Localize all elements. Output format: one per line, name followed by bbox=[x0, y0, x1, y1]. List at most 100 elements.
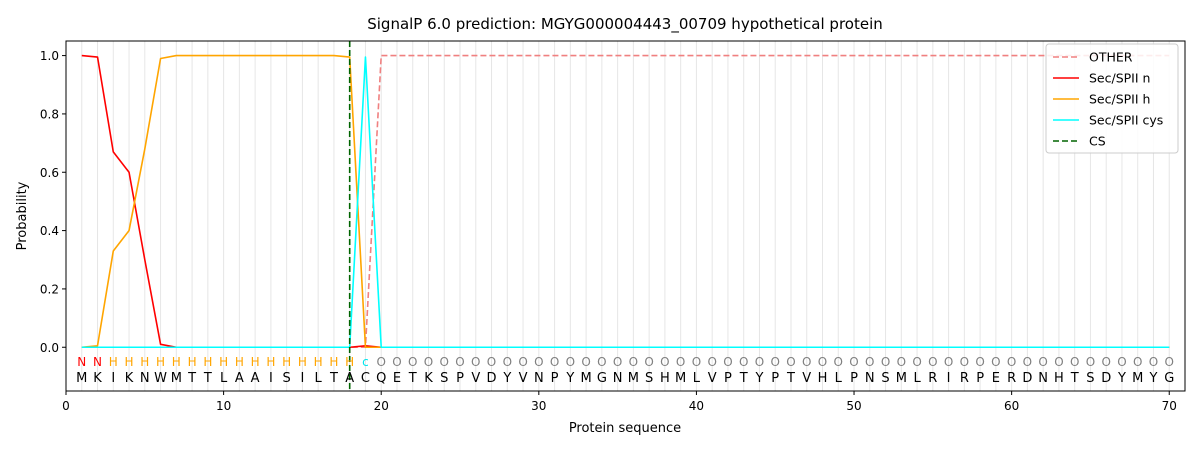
region-label: O bbox=[392, 355, 401, 369]
region-label: H bbox=[172, 355, 181, 369]
x-axis: 0 10 20 30 40 50 60 70 bbox=[62, 391, 1177, 413]
residue-label: Y bbox=[502, 371, 511, 386]
region-label: O bbox=[644, 355, 653, 369]
residue-label: M bbox=[580, 371, 591, 386]
region-label: H bbox=[266, 355, 275, 369]
residue-label: L bbox=[913, 371, 921, 386]
residue-label: I bbox=[947, 371, 951, 386]
legend: OTHER Sec/SPII n Sec/SPII h Sec/SPII cys CS bbox=[1045, 43, 1179, 154]
region-label: O bbox=[518, 355, 527, 369]
x-tick-label: 70 bbox=[1162, 399, 1177, 413]
legend-box bbox=[1045, 43, 1179, 154]
residue-label: M bbox=[76, 371, 87, 386]
residue-label: M bbox=[171, 371, 182, 386]
plot-frame bbox=[65, 40, 1186, 392]
residue-label: S bbox=[1086, 371, 1094, 386]
residue-label: N bbox=[140, 371, 150, 386]
residue-label: P bbox=[771, 371, 779, 386]
region-label: H bbox=[314, 355, 323, 369]
region-label: O bbox=[550, 355, 559, 369]
region-label: O bbox=[739, 355, 748, 369]
residue-label: N bbox=[534, 371, 544, 386]
region-label: O bbox=[1038, 355, 1047, 369]
residue-label: A bbox=[235, 371, 244, 386]
residue-label: V bbox=[519, 371, 528, 386]
x-tick-label: 0 bbox=[62, 399, 70, 413]
residue-label: K bbox=[93, 371, 102, 386]
legend-label: OTHER bbox=[1089, 50, 1133, 65]
region-label: O bbox=[1070, 355, 1079, 369]
residue-label: V bbox=[471, 371, 480, 386]
residue-label: H bbox=[818, 371, 828, 386]
region-label: O bbox=[1149, 355, 1158, 369]
residue-label: K bbox=[424, 371, 433, 386]
region-label: H bbox=[345, 355, 354, 369]
series-lines bbox=[81, 41, 1170, 391]
residue-label: R bbox=[960, 371, 969, 386]
residue-label: R bbox=[928, 371, 937, 386]
residue-label: I bbox=[269, 371, 273, 386]
region-label: O bbox=[975, 355, 984, 369]
residue-label: T bbox=[187, 371, 196, 386]
residue-label: L bbox=[220, 371, 228, 386]
region-label: O bbox=[455, 355, 464, 369]
y-tick-label: 0.8 bbox=[40, 107, 59, 121]
residue-label: M bbox=[896, 371, 907, 386]
x-tick-label: 50 bbox=[846, 399, 861, 413]
y-axis: 0.0 0.2 0.4 0.6 0.8 1.0 bbox=[40, 49, 66, 355]
x-tick-label: 10 bbox=[216, 399, 231, 413]
y-tick-label: 1.0 bbox=[40, 49, 59, 63]
residue-label: T bbox=[408, 371, 417, 386]
region-label: O bbox=[1165, 355, 1174, 369]
residue-label: I bbox=[111, 371, 115, 386]
region-label: O bbox=[770, 355, 779, 369]
residue-label: N bbox=[613, 371, 623, 386]
region-label: H bbox=[203, 355, 212, 369]
residue-label: M bbox=[628, 371, 639, 386]
residue-label: W bbox=[154, 371, 167, 386]
region-label: O bbox=[408, 355, 417, 369]
region-label: H bbox=[156, 355, 165, 369]
region-label: O bbox=[503, 355, 512, 369]
residue-label: Y bbox=[1117, 371, 1126, 386]
residue-label: T bbox=[203, 371, 212, 386]
region-label: O bbox=[849, 355, 858, 369]
region-label: O bbox=[566, 355, 575, 369]
residue-label: T bbox=[1070, 371, 1079, 386]
region-label: O bbox=[881, 355, 890, 369]
residue-label: A bbox=[251, 371, 260, 386]
x-axis-label: Protein sequence bbox=[569, 421, 681, 436]
region-label: O bbox=[613, 355, 622, 369]
residue-label: M bbox=[675, 371, 686, 386]
residue-label: V bbox=[802, 371, 811, 386]
y-tick-label: 0.6 bbox=[40, 166, 59, 180]
region-label: O bbox=[471, 355, 480, 369]
residue-label: L bbox=[315, 371, 323, 386]
residue-label: E bbox=[992, 371, 1000, 386]
residue-label: T bbox=[329, 371, 338, 386]
region-label: O bbox=[912, 355, 921, 369]
residue-label: Y bbox=[565, 371, 574, 386]
residue-grid bbox=[81, 41, 1170, 391]
residue-label: D bbox=[487, 371, 497, 386]
residue-label: N bbox=[865, 371, 875, 386]
region-label: O bbox=[487, 355, 496, 369]
region-label: O bbox=[660, 355, 669, 369]
residue-label: K bbox=[125, 371, 134, 386]
region-label: O bbox=[1086, 355, 1095, 369]
chart-title: SignalP 6.0 prediction: MGYG000004443_00… bbox=[367, 15, 883, 34]
region-label: H bbox=[282, 355, 291, 369]
region-label: O bbox=[755, 355, 764, 369]
residue-label: V bbox=[708, 371, 717, 386]
x-tick-label: 20 bbox=[374, 399, 389, 413]
legend-label: Sec/SPII cys bbox=[1089, 113, 1163, 128]
residue-label: T bbox=[786, 371, 795, 386]
legend-label: Sec/SPII n bbox=[1089, 71, 1150, 86]
residue-label: H bbox=[1054, 371, 1064, 386]
residue-label: P bbox=[456, 371, 464, 386]
region-label: O bbox=[802, 355, 811, 369]
residue-label: D bbox=[1022, 371, 1032, 386]
region-label: O bbox=[944, 355, 953, 369]
residue-label: Y bbox=[1149, 371, 1158, 386]
residue-label: Y bbox=[754, 371, 763, 386]
